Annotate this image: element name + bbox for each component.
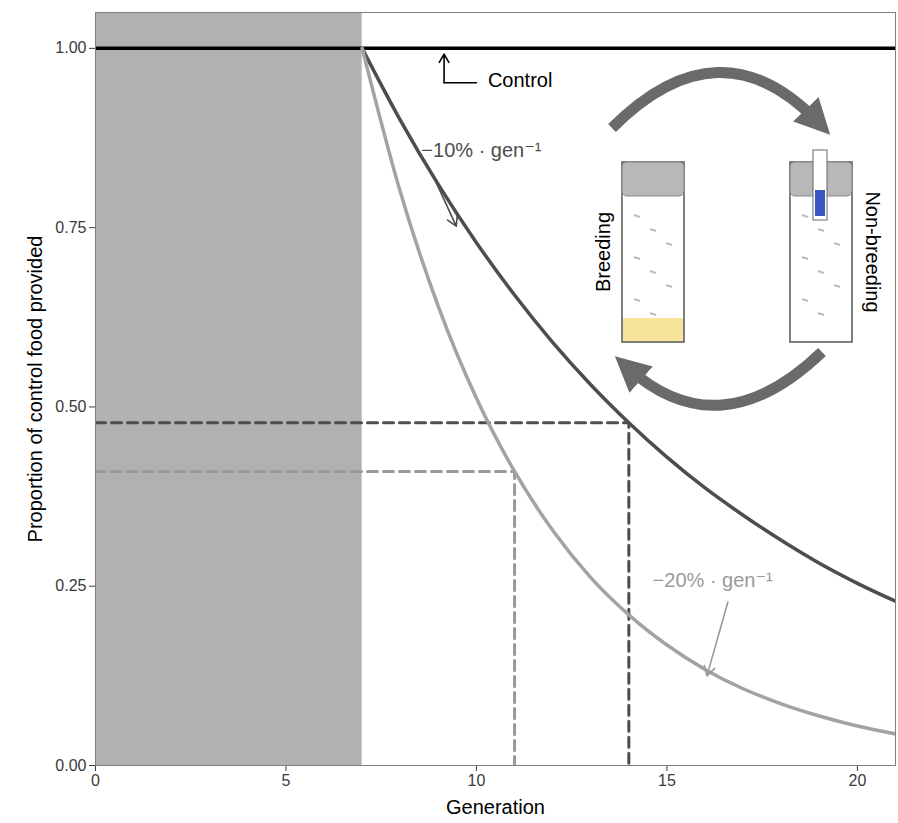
svg-text:0.25: 0.25	[55, 577, 86, 594]
svg-text:5: 5	[282, 772, 291, 789]
svg-text:10: 10	[468, 772, 486, 789]
svg-text:0: 0	[91, 772, 100, 789]
svg-text:Control: Control	[488, 69, 552, 91]
svg-text:0.75: 0.75	[55, 219, 86, 236]
svg-text:15: 15	[658, 772, 676, 789]
svg-text:Breeding: Breeding	[592, 212, 614, 292]
svg-text:−10% · gen⁻¹: −10% · gen⁻¹	[421, 139, 541, 161]
svg-text:Non-breeding: Non-breeding	[862, 191, 884, 312]
svg-text:1.00: 1.00	[55, 39, 86, 56]
svg-text:Proportion of control food pro: Proportion of control food provided	[24, 236, 46, 543]
svg-text:−20% · gen⁻¹: −20% · gen⁻¹	[653, 569, 773, 591]
svg-text:0.50: 0.50	[55, 398, 86, 415]
svg-text:Generation: Generation	[446, 796, 545, 818]
svg-text:20: 20	[849, 772, 867, 789]
svg-text:0.00: 0.00	[55, 757, 86, 774]
